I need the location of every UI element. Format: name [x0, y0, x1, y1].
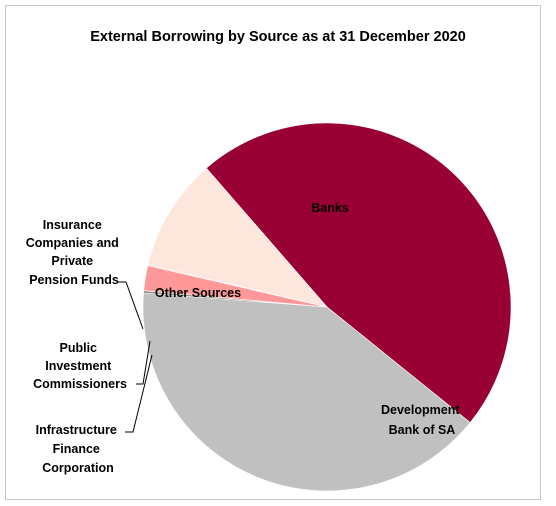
label-banks: Banks — [311, 201, 349, 215]
label-public-investment-line-1: Public — [60, 341, 98, 355]
pie-slice-development-bank-of-sa — [142, 292, 471, 492]
label-development-bank-line-1: Development — [381, 403, 460, 417]
pie-slice-other-sources — [147, 167, 328, 308]
leader-public-investment — [136, 340, 151, 385]
label-public-investment-line-3: Commissioners — [33, 377, 127, 391]
label-other-sources-line: Other Sources — [155, 286, 241, 300]
leader-insurance — [118, 281, 144, 330]
label-public-investment: Public Investment Commissioners — [33, 341, 127, 391]
label-development-bank: Development Bank of SA — [381, 403, 463, 437]
pie-slice-banks — [205, 122, 512, 424]
label-other-sources: Other Sources — [155, 286, 241, 300]
label-insurance: Insurance Companies and Private Pension … — [26, 218, 123, 287]
label-insurance-line-4: Pension Funds — [29, 273, 119, 287]
label-insurance-line-2: Companies and — [26, 236, 119, 250]
label-infrastructure-line-2: Finance — [53, 442, 100, 456]
chart-title: External Borrowing by Source as at 31 De… — [90, 29, 466, 45]
leader-infrastructure — [125, 354, 153, 433]
label-public-investment-line-2: Investment — [45, 359, 112, 373]
label-development-bank-line-2: Bank of SA — [389, 423, 456, 437]
label-insurance-line-1: Insurance — [43, 218, 102, 232]
label-infrastructure-line-3: Corporation — [42, 461, 114, 475]
label-infrastructure-line-1: Infrastructure — [36, 423, 117, 437]
label-infrastructure: Infrastructure Finance Corporation — [36, 423, 121, 475]
label-insurance-line-3: Private — [51, 254, 93, 268]
label-banks-line: Banks — [311, 201, 349, 215]
